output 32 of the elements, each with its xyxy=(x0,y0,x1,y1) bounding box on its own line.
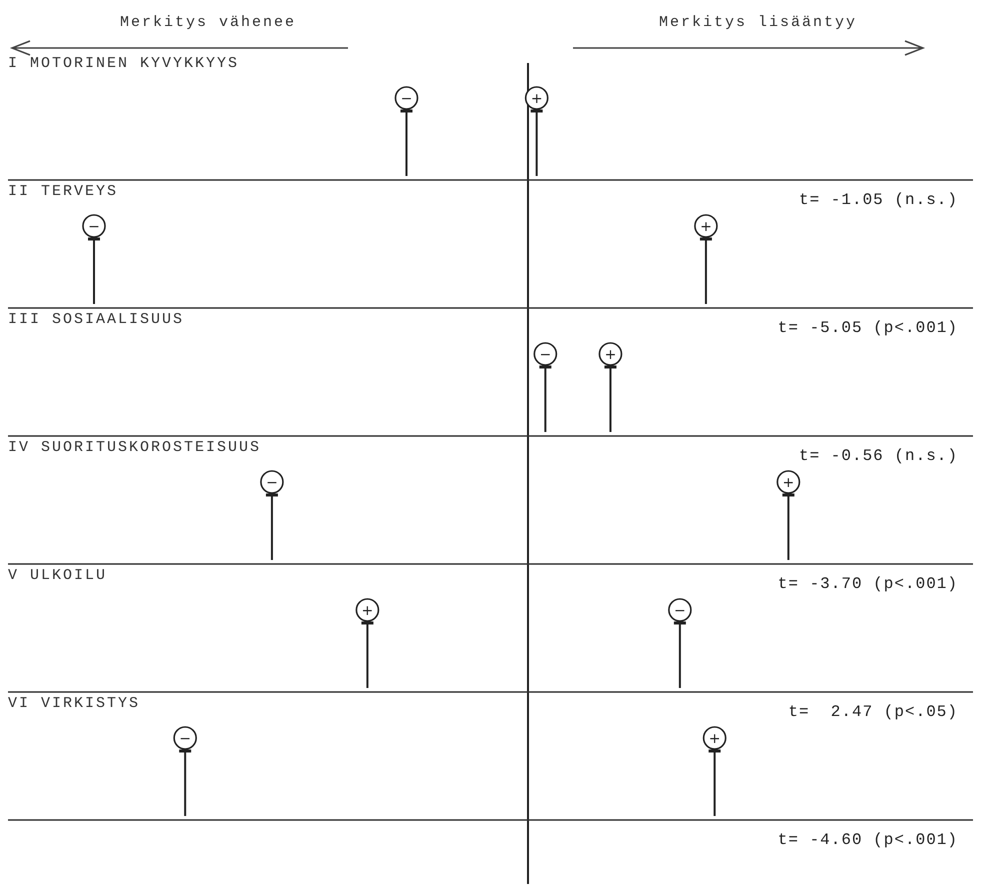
series-label: + xyxy=(604,347,616,363)
point xyxy=(534,342,558,366)
y-tick-label: IV SUORITUSKOROSTEISUUS xyxy=(8,439,262,456)
point xyxy=(173,726,197,750)
text: t= -0.56 (n.s.) xyxy=(798,447,958,465)
text: + xyxy=(530,91,543,107)
text: − xyxy=(674,603,686,619)
text: Merkitys lisääntyy xyxy=(658,14,858,31)
y-tick-label: V ULKOILU xyxy=(8,567,108,584)
annotation: t= -3.70 (p<.001) xyxy=(778,575,958,593)
y-tick-label: II TERVEYS xyxy=(8,183,118,200)
text: + xyxy=(700,219,712,235)
text: − xyxy=(179,731,192,747)
point xyxy=(260,470,284,494)
text: + xyxy=(708,731,720,747)
annotation: t= -5.05 (p<.001) xyxy=(778,319,958,337)
y-tick-label: III SOSIAALISUUS xyxy=(8,311,184,328)
y-tick-label: VI VIRKISTYS xyxy=(8,695,140,712)
y-tick-label: I MOTORINEN KYVYKKYYS xyxy=(8,55,240,72)
point xyxy=(82,214,106,238)
text: − xyxy=(88,219,100,235)
text: + xyxy=(782,475,794,491)
annotation: t= 2.47 (p<.05) xyxy=(788,703,958,721)
text: Merkitys vähenee xyxy=(120,14,296,31)
text: + xyxy=(362,603,374,619)
point xyxy=(394,86,418,110)
point xyxy=(668,598,692,622)
text: − xyxy=(539,347,552,363)
text: − xyxy=(266,475,278,491)
annotation: t= -4.60 (p<.001) xyxy=(778,831,958,849)
series-label: − xyxy=(400,91,412,107)
text: t= -1.05 (n.s.) xyxy=(798,191,958,209)
